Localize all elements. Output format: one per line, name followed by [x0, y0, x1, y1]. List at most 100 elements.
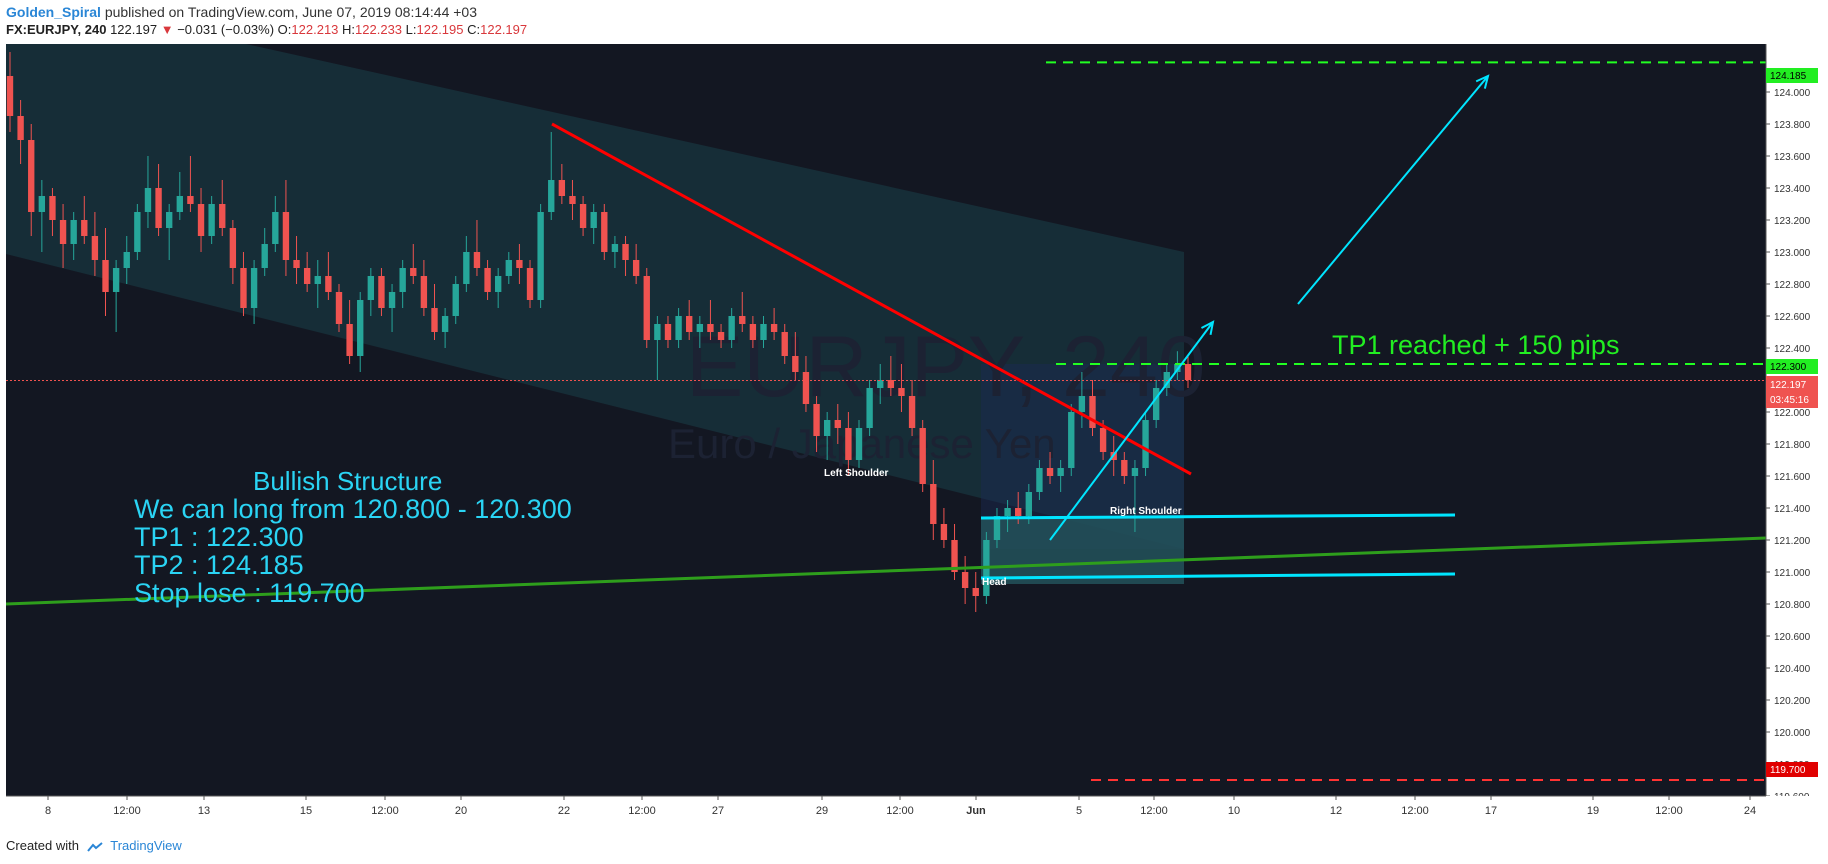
right-shoulder-label: Right Shoulder	[1110, 506, 1182, 517]
chart-header: Golden_Spiral published on TradingView.c…	[0, 0, 1828, 44]
zone-layer	[981, 518, 1184, 584]
candle-body	[1131, 468, 1139, 476]
candles-layer	[6, 52, 1192, 612]
tradingview-link[interactable]: TradingView	[110, 838, 182, 853]
price-tick-label: 120.200	[1774, 696, 1811, 707]
time-tick-label: 8	[45, 805, 51, 817]
candle-body	[590, 212, 597, 228]
candle-body	[399, 268, 406, 292]
time-tick-label: 12:00	[1140, 805, 1168, 817]
candle-body	[1121, 460, 1128, 476]
candle-body	[834, 420, 841, 428]
candle-body	[1142, 420, 1149, 468]
candle-body	[240, 268, 247, 308]
candle-body	[166, 212, 173, 228]
candle-body	[558, 180, 566, 196]
candle-body	[728, 316, 735, 340]
candle-body	[452, 284, 459, 316]
symbol-name[interactable]: FX:EURJPY, 240	[6, 22, 107, 37]
candle-body	[1078, 396, 1086, 412]
candle-body	[335, 292, 343, 324]
candle-body	[219, 204, 226, 228]
left-shoulder-label: Left Shoulder	[824, 468, 889, 479]
structure-line-stop: Stop lose : 119.700	[134, 578, 365, 608]
candle-body	[972, 588, 979, 596]
candle-body	[1057, 468, 1064, 476]
candle-body	[749, 324, 757, 340]
publish-info: Golden_Spiral published on TradingView.c…	[6, 4, 477, 20]
time-axis[interactable]: 8 12:00 13 15 12:00 20 22 12:00 27 29 12:00 Jun 5 12:…	[6, 795, 1826, 829]
price-tick-label: 121.200	[1774, 536, 1811, 547]
candle-body	[579, 204, 587, 228]
candle-body	[473, 252, 481, 268]
candle-body	[611, 244, 619, 252]
candle-body	[866, 388, 873, 428]
breakout-arrow-line	[1049, 321, 1214, 541]
watermark-symbol: EURJPY, 240	[686, 319, 1206, 415]
candle-body	[144, 188, 152, 212]
price-tick-label: 123.400	[1774, 184, 1811, 195]
descending-channel	[6, 44, 1184, 549]
time-tick-label: 12:00	[886, 805, 914, 817]
candle-body	[696, 324, 704, 332]
time-tick-label: 10	[1228, 805, 1240, 817]
candlestick-chart[interactable]: EURJPY, 240 Euro / Japanese Yen TP1 reac…	[6, 44, 1826, 829]
price-tick-label: 122.400	[1774, 344, 1811, 355]
price-tick-label: 122.000	[1774, 408, 1811, 419]
chart-area[interactable]: EURJPY, 240 Euro / Japanese Yen TP1 reac…	[6, 44, 1826, 829]
created-with-label: Created with	[6, 838, 79, 853]
candle-body	[526, 268, 534, 300]
price-tick-label: 123.800	[1774, 120, 1811, 131]
breakout-arrow-head	[1201, 320, 1215, 335]
price-tick-label: 121.400	[1774, 504, 1811, 515]
author-link[interactable]: Golden_Spiral	[6, 4, 101, 20]
symbol-legend: FX:EURJPY, 240 122.197 ▼ −0.031 (−0.03%)…	[6, 22, 527, 37]
price-tick-label: 122.800	[1774, 280, 1811, 291]
entry-zone	[981, 518, 1184, 584]
last-price: 122.197	[110, 22, 158, 37]
candle-body	[229, 228, 237, 268]
candle-body	[38, 196, 46, 212]
time-tick-label: 29	[816, 805, 828, 817]
time-tick-label: 17	[1485, 805, 1497, 817]
candle-body	[293, 260, 300, 268]
price-tick-label: 120.400	[1774, 664, 1811, 675]
candle-body	[208, 204, 215, 236]
support-trendline	[6, 536, 1767, 606]
price-tick-label: 124.000	[1774, 88, 1811, 99]
structure-line-tp1: TP1 : 122.300	[134, 522, 304, 552]
candle-body	[303, 268, 311, 284]
time-tick-label: 15	[300, 805, 312, 817]
candle-body	[1184, 364, 1192, 380]
candle-body	[261, 244, 268, 268]
price-tick-label: 122.600	[1774, 312, 1811, 323]
down-triangle-icon: ▼	[160, 22, 174, 37]
drawings-layer	[6, 61, 1767, 781]
candle-body	[102, 260, 109, 292]
candle-body	[537, 212, 544, 300]
candle-body	[59, 220, 67, 244]
candle-body	[1068, 412, 1075, 468]
candle-body	[601, 212, 608, 252]
price-axis[interactable]: 124.000 123.800 123.600 123.400 123.200 123.0…	[1765, 44, 1826, 803]
time-tick-label: 20	[455, 805, 467, 817]
structure-line-tp2: TP2 : 124.185	[134, 550, 304, 580]
time-tick-label: 5	[1076, 805, 1082, 817]
candle-body	[813, 404, 820, 436]
candle-body	[792, 356, 799, 372]
candle-body	[357, 300, 364, 356]
candle-body	[940, 524, 948, 540]
candle-body	[346, 324, 353, 356]
tradingview-logo-icon	[86, 841, 103, 852]
tp1-price-tag: 122.300	[1766, 359, 1818, 374]
candle-body	[1099, 428, 1107, 452]
time-tick-label: Jun	[966, 805, 986, 817]
price-tick-label: 120.000	[1774, 728, 1811, 739]
candle-body	[654, 324, 661, 340]
price-tick-label: 121.800	[1774, 440, 1811, 451]
candle-body	[70, 220, 77, 244]
candle-body	[367, 276, 375, 300]
time-tick-label: 22	[558, 805, 570, 817]
zone-top-line	[980, 513, 1456, 520]
candle-body	[378, 276, 385, 308]
